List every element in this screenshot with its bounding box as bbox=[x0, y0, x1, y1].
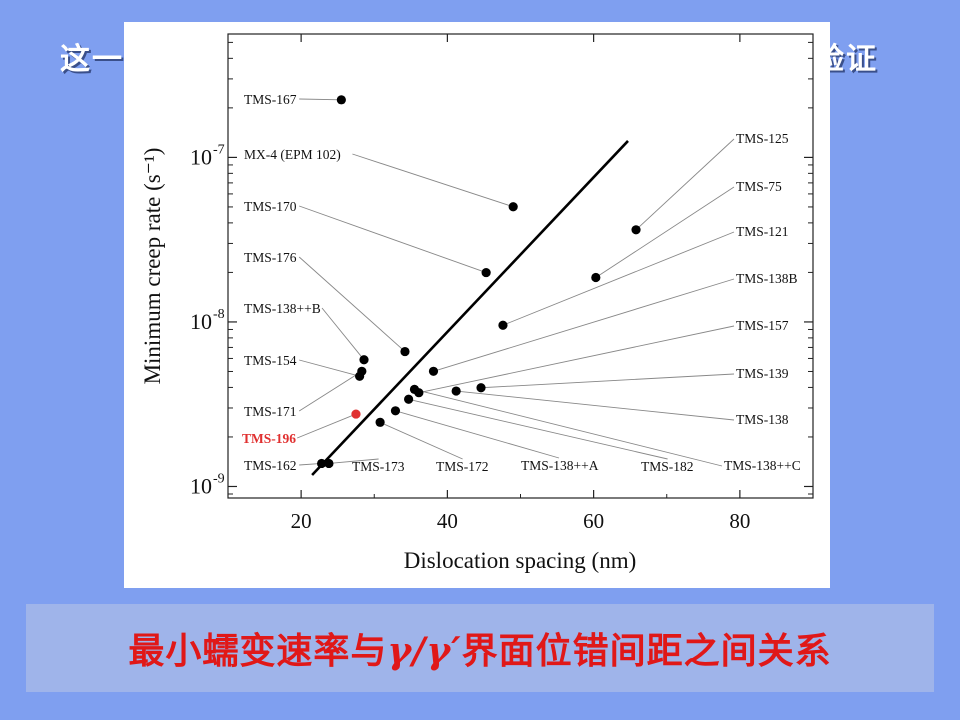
slide-caption: 最小蠕变速率与γ/γ′界面位错间距之间关系 bbox=[26, 622, 934, 674]
point-label: TMS-157 bbox=[736, 318, 789, 333]
top-left-text: 这一 bbox=[60, 42, 124, 77]
point-label: TMS-125 bbox=[736, 131, 789, 146]
data-point bbox=[375, 417, 385, 427]
leader-line bbox=[299, 205, 487, 274]
leader-line bbox=[321, 307, 365, 361]
plot-frame bbox=[227, 33, 814, 499]
leader-line bbox=[502, 231, 735, 326]
data-point bbox=[481, 267, 491, 278]
point-label: TMS-138++B bbox=[244, 301, 321, 316]
data-point bbox=[404, 394, 414, 404]
y-tick-exponent: -9 bbox=[213, 471, 225, 486]
point-label: TMS-138++A bbox=[521, 458, 599, 473]
fit-line bbox=[311, 140, 629, 476]
leader-line bbox=[379, 421, 463, 460]
leader-line bbox=[418, 325, 735, 394]
x-tick-label: 20 bbox=[291, 509, 312, 533]
chart-panel: 20 40 60 80 10 -9 10 -8 10 -7 TMS-167 MX-4 (EPM 10… bbox=[124, 22, 830, 588]
point-label: TMS-167 bbox=[244, 92, 297, 107]
leader-line bbox=[297, 413, 357, 439]
leader-line bbox=[395, 410, 560, 459]
data-point bbox=[414, 388, 424, 398]
x-tick-label: 60 bbox=[583, 509, 604, 533]
data-point bbox=[498, 320, 508, 330]
leader-line bbox=[352, 153, 514, 208]
x-tick-label: 80 bbox=[729, 509, 750, 533]
y-tick-exponent: -7 bbox=[213, 142, 225, 157]
point-label: TMS-176 bbox=[244, 250, 297, 265]
y-tick-label: 10 bbox=[190, 309, 212, 334]
point-label: TMS-138 bbox=[736, 412, 789, 427]
point-label: TMS-138B bbox=[736, 271, 798, 286]
point-label: TMS-139 bbox=[736, 366, 789, 381]
data-point bbox=[451, 386, 461, 396]
y-axis-label: Minimum creep rate (s⁻¹) bbox=[140, 148, 165, 385]
point-label: TMS-121 bbox=[736, 224, 789, 239]
leader-line bbox=[299, 98, 342, 101]
data-point bbox=[591, 272, 601, 283]
y-tick-label: 10 bbox=[190, 144, 212, 169]
leader-line bbox=[635, 138, 735, 231]
x-tick-label: 40 bbox=[437, 509, 458, 533]
leader-line bbox=[595, 186, 735, 278]
caption-box: 最小蠕变速率与γ/γ′界面位错间距之间关系 bbox=[26, 604, 934, 692]
leader-line bbox=[433, 278, 735, 372]
data-point bbox=[400, 346, 410, 357]
point-label: TMS-172 bbox=[436, 459, 489, 474]
point-label: TMS-162 bbox=[244, 458, 297, 473]
data-point bbox=[336, 95, 346, 105]
point-label: TMS-138++C bbox=[724, 458, 801, 473]
caption-part1: 最小蠕变速率与 bbox=[128, 631, 388, 672]
point-label: TMS-154 bbox=[244, 353, 297, 368]
y-tick-label: 10 bbox=[190, 473, 212, 498]
data-point bbox=[359, 355, 369, 365]
leader-line bbox=[414, 388, 723, 467]
leader-line bbox=[408, 398, 668, 460]
point-label: TMS-170 bbox=[244, 199, 297, 214]
data-point bbox=[390, 406, 401, 416]
data-point bbox=[317, 458, 327, 469]
data-point bbox=[631, 225, 641, 235]
point-label: TMS-182 bbox=[641, 459, 694, 474]
data-point bbox=[324, 458, 334, 469]
leader-line bbox=[480, 373, 735, 389]
caption-part2: 界面位错间距之间关系 bbox=[461, 631, 832, 672]
data-point bbox=[508, 202, 518, 212]
x-axis-label: Dislocation spacing (nm) bbox=[404, 548, 637, 573]
data-point bbox=[357, 366, 367, 376]
point-label: TMS-196 bbox=[242, 431, 296, 446]
caption-gamma: γ/γ′ bbox=[387, 630, 462, 672]
leader-line bbox=[456, 390, 735, 421]
leader-line bbox=[299, 359, 360, 377]
point-label: TMS-173 bbox=[352, 459, 405, 474]
leader-line bbox=[298, 370, 363, 412]
data-point bbox=[351, 409, 361, 419]
data-point bbox=[476, 383, 486, 393]
data-point bbox=[428, 366, 439, 376]
point-label: TMS-171 bbox=[244, 404, 297, 419]
leader-line bbox=[298, 256, 406, 352]
point-label: TMS-75 bbox=[736, 179, 782, 194]
leader-line bbox=[328, 458, 379, 464]
y-tick-exponent: -8 bbox=[213, 307, 225, 322]
point-label: MX-4 (EPM 102) bbox=[244, 147, 341, 162]
